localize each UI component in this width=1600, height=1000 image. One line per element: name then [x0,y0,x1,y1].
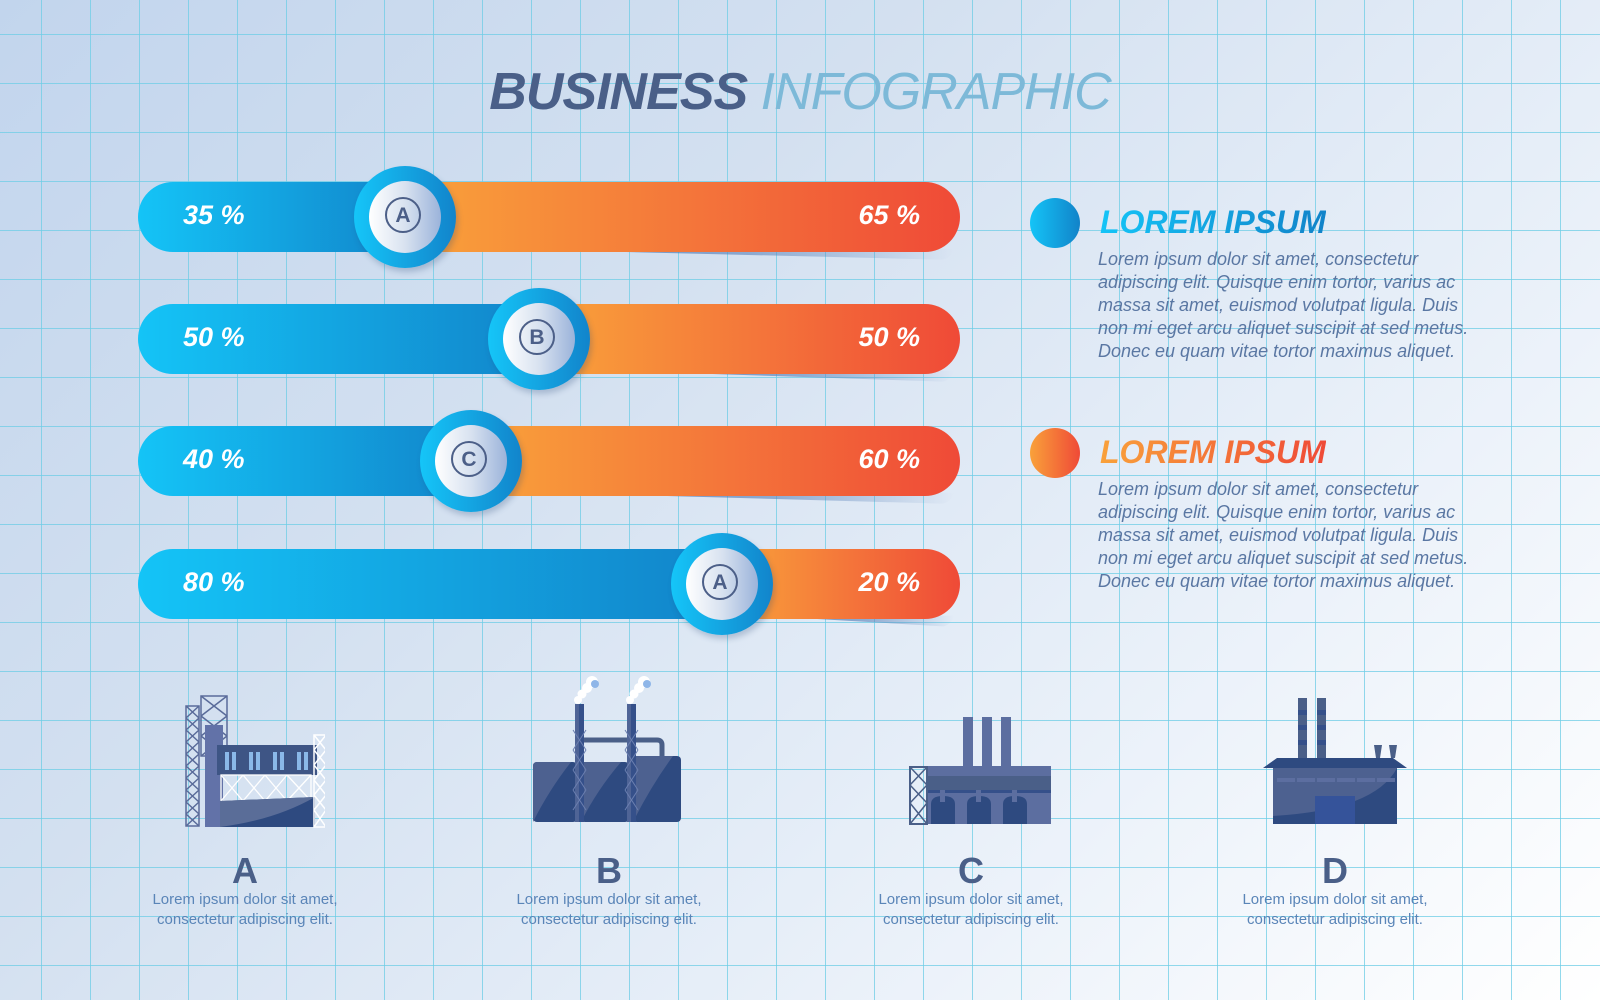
orange-dot-icon [1030,428,1080,478]
bar-segment-blue: 40 % [138,426,481,496]
bar-row-2: 50 % 50 % B [138,288,960,390]
factory-item-d: D Lorem ipsum dolor sit amet, consectetu… [1185,670,1485,928]
factory-caption: Lorem ipsum dolor sit amet, consectetur … [1185,890,1485,930]
bar-segment-orange: 65 % [415,182,960,252]
factory-letter: C [958,850,984,891]
caption-line-2: consectetur adipiscing elit. [1247,911,1423,928]
factory-item-c: C Lorem ipsum dolor sit amet, consectetu… [821,670,1121,928]
bar-marker-knob: A [671,533,773,635]
bar-row-1: 35 % 65 % A [138,166,960,268]
marker-letter-icon: A [385,197,421,233]
bar-marker-knob: A [354,166,456,268]
factory-caption: Lorem ipsum dolor sit amet, consectetur … [459,890,759,930]
legend-title: LOREM IPSUM [1100,434,1326,470]
caption-line-2: consectetur adipiscing elit. [883,911,1059,928]
page-title: BUSINESS INFOGRAPHIC [0,62,1600,122]
factory-letter: D [1322,850,1348,891]
bar-row-3: 40 % 60 % C [138,410,960,512]
bar-right-label: 20 % [858,567,920,597]
marker-letter-icon: B [519,319,555,355]
bar-left-label: 50 % [183,322,245,352]
knob-inner: A [686,548,758,620]
factory-item-b: B Lorem ipsum dolor sit amet, consectetu… [459,670,759,928]
factory-letter: A [232,850,258,891]
factory-three-chimneys-icon [909,717,1051,825]
caption-line-1: Lorem ipsum dolor sit amet, [878,891,1064,908]
bar-left-label: 35 % [183,200,245,230]
bar-right-label: 65 % [858,200,920,230]
caption-line-2: consectetur adipiscing elit. [157,911,333,928]
factory-caption: Lorem ipsum dolor sit amet, consectetur … [95,890,395,930]
bar-marker-knob: B [488,288,590,390]
bar-marker-knob: C [420,410,522,512]
knob-inner: C [435,425,507,497]
bar-segment-blue: 80 % [138,549,732,619]
caption-line-1: Lorem ipsum dolor sit amet, [516,891,702,908]
bar-left-label: 40 % [183,444,245,474]
bar-segment-blue: 50 % [138,304,549,374]
marker-letter-icon: C [451,441,487,477]
factory-item-a: A Lorem ipsum dolor sit amet, consectetu… [95,670,395,928]
legend-description: Lorem ipsum dolor sit amet, consectetur … [1098,479,1469,591]
knob-inner: A [369,181,441,253]
knob-inner: B [503,303,575,375]
bar-segment-orange: 50 % [549,304,960,374]
factory-caption: Lorem ipsum dolor sit amet, consectetur … [821,890,1121,930]
bar-right-label: 60 % [858,444,920,474]
caption-line-1: Lorem ipsum dolor sit amet, [1242,891,1428,908]
legend-title: LOREM IPSUM [1100,204,1326,240]
bar-row-4: 80 % 20 % A [138,533,960,635]
legend-description: Lorem ipsum dolor sit amet, consectetur … [1098,249,1469,361]
title-light: INFOGRAPHIC [760,63,1112,121]
factory-letter: B [596,850,622,891]
factory-smokestacks-icon [533,676,681,822]
blue-dot-icon [1030,198,1080,248]
marker-letter-icon: A [702,564,738,600]
bar-left-label: 80 % [183,567,245,597]
factory-scaffold-icon [185,695,325,828]
bar-segment-orange: 60 % [481,426,960,496]
caption-line-1: Lorem ipsum dolor sit amet, [152,891,338,908]
factory-warehouse-icon [1263,698,1407,824]
title-bold: BUSINESS [489,63,748,121]
bar-right-label: 50 % [858,322,920,352]
caption-line-2: consectetur adipiscing elit. [521,911,697,928]
